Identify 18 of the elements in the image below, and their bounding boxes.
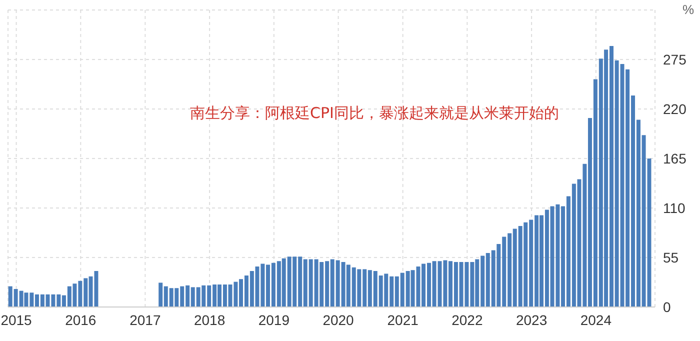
y-tick-label: 165 <box>663 150 687 166</box>
y-tick-label: 0 <box>663 298 671 315</box>
x-tick-label: 2018 <box>194 312 226 328</box>
x-tick-label: 2019 <box>258 312 290 328</box>
y-tick-label: 220 <box>663 100 687 117</box>
x-tick-label: 2022 <box>452 312 483 328</box>
x-tick-label: 2024 <box>580 312 612 328</box>
y-tick-label: 110 <box>663 200 686 216</box>
x-tick-label: 2017 <box>130 312 161 328</box>
x-tick-label: 2021 <box>387 312 419 328</box>
x-tick-label: 2023 <box>516 312 548 328</box>
y-tick-label: 275 <box>663 51 687 68</box>
y-axis-title: % <box>682 2 694 17</box>
x-tick-label: 2015 <box>0 312 32 328</box>
annotation: 南生分享：阿根廷CPI同比，暴涨起来就是从米莱开始的 <box>190 104 559 123</box>
x-tick-label: 2016 <box>65 312 96 328</box>
y-tick-label: 55 <box>663 249 679 266</box>
x-tick-label: 2020 <box>322 312 354 328</box>
